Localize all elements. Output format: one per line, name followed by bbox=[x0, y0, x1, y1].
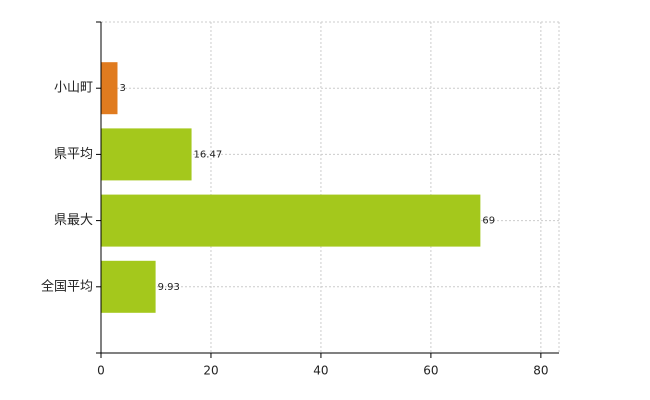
y-tick-label: 小山町 bbox=[54, 81, 93, 96]
y-tick-label: 全国平均 bbox=[41, 278, 93, 294]
bar bbox=[101, 128, 192, 181]
value-label: 16.47 bbox=[194, 149, 223, 160]
bar bbox=[101, 260, 156, 313]
x-tick-label: 0 bbox=[97, 364, 105, 378]
y-tick-label: 県平均 bbox=[54, 147, 93, 162]
x-tick-label: 20 bbox=[203, 364, 218, 378]
bar bbox=[101, 62, 118, 115]
bar bbox=[101, 194, 481, 247]
x-tick-label: 40 bbox=[313, 364, 328, 378]
value-label: 3 bbox=[119, 83, 125, 94]
value-label: 69 bbox=[482, 216, 495, 227]
x-tick-label: 60 bbox=[423, 364, 438, 378]
x-tick-label: 80 bbox=[533, 364, 548, 378]
value-label: 9.93 bbox=[158, 282, 180, 293]
y-tick-label: 県最大 bbox=[54, 213, 93, 228]
